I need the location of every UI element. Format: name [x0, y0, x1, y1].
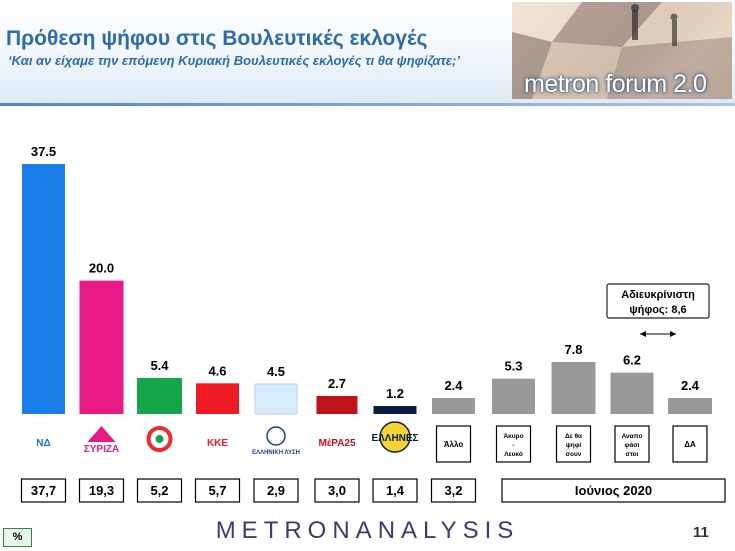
previous-value-box-0 — [20, 478, 67, 503]
ellines-logo-icon — [379, 421, 411, 453]
bar-value-label-5: 2.7 — [328, 376, 346, 391]
category-box-7 — [435, 425, 472, 463]
category-label-10-0: Αναπο — [622, 433, 643, 440]
annotation-line-0: Αδιευκρίνιστη — [621, 289, 695, 301]
previous-value-3: 5,7 — [208, 483, 226, 498]
previous-value-box-3 — [194, 478, 241, 503]
party-logo-6: ΕΛΛΗΝΕΣ — [371, 433, 418, 444]
annotation-arrow-right-icon — [670, 331, 676, 337]
annotation-arrow-left-icon — [640, 331, 646, 337]
elliniki-lysi-logo-icon — [266, 426, 286, 446]
category-box-9 — [555, 425, 592, 463]
previous-value-6: 1,4 — [386, 483, 405, 498]
previous-value-box-5 — [314, 478, 360, 503]
bar-1 — [79, 280, 124, 414]
page-title: Πρόθεση ψήφου στις Βουλευτικές εκλογές — [6, 27, 428, 50]
bar-8 — [492, 378, 535, 414]
bar-2 — [137, 378, 182, 414]
kinal-logo-center-icon — [155, 435, 164, 443]
bar-4 — [254, 383, 298, 415]
bar-value-label-11: 2.4 — [681, 378, 700, 393]
bar-value-label-8: 5.3 — [504, 359, 522, 374]
bar-6 — [373, 406, 417, 414]
previous-value-box-6 — [372, 478, 418, 503]
previous-value-box-2 — [136, 478, 183, 503]
category-label-9-1: ψηφί — [566, 442, 582, 449]
bar-value-label-4: 4.5 — [267, 364, 285, 379]
category-box-10 — [614, 425, 650, 463]
party-logo-5: ΜέΡΑ25 — [318, 438, 356, 449]
category-label-9-0: Δε θα — [565, 433, 582, 440]
party-logo-1: ΣΥΡΙΖΑ — [84, 444, 119, 455]
category-label-8-1: - — [512, 442, 514, 449]
annotation-box — [606, 283, 710, 319]
previous-value-box-4 — [253, 478, 299, 503]
category-label-11-0: ΔΑ — [684, 440, 696, 449]
bar-3 — [196, 383, 239, 414]
category-label-10-1: φάσι — [625, 442, 640, 449]
page-subtitle: ‘Και αν είχαμε την επόμενη Κυριακή Βουλε… — [8, 53, 460, 68]
previous-value-box-1 — [78, 478, 125, 503]
page-number: 11 — [693, 524, 709, 541]
syriza-flag-icon — [87, 426, 116, 442]
logo-photo-icon — [512, 2, 732, 99]
metron-forum-logo: metron forum 2.0 — [512, 2, 732, 99]
header-rule — [0, 103, 735, 106]
bar-value-label-0: 37.5 — [31, 144, 56, 159]
metron-analysis-logo: METRONANALYSIS — [215, 517, 520, 544]
bar-10 — [610, 372, 654, 414]
annotation-line-1: ψήφος: 8,6 — [629, 304, 686, 316]
previous-period-label: Ιούνιος 2020 — [575, 483, 652, 498]
bar-7 — [432, 398, 475, 414]
previous-value-1: 19,3 — [89, 483, 114, 498]
bar-0 — [22, 164, 65, 414]
bar-value-label-2: 5.4 — [150, 358, 169, 373]
previous-value-4: 2,9 — [267, 483, 285, 498]
bar-value-label-6: 1.2 — [386, 386, 404, 401]
bar-value-label-9: 7.8 — [564, 342, 582, 357]
previous-value-5: 3,0 — [328, 483, 346, 498]
bar-11 — [668, 398, 712, 414]
category-box-11 — [672, 425, 708, 463]
bar-value-label-1: 20.0 — [89, 261, 114, 276]
bar-value-label-3: 4.6 — [208, 363, 226, 378]
category-label-8-2: Λευκό — [504, 451, 523, 458]
logo-text: metron forum 2.0 — [524, 70, 707, 98]
bar-value-label-10: 6.2 — [623, 353, 641, 368]
party-logo-4: ΕΛΛΗΝΙΚΗ ΛΥΣΗ — [252, 450, 300, 456]
vote-intention-chart: 37.5 20.0 5.4 4.6 4.5 2.7 1.2 2.4 5.3 7.8 6.2 2.4 ΝΔ… — [20, 144, 726, 503]
category-label-8-0: Άκυρο — [503, 433, 523, 440]
previous-value-box-7 — [430, 478, 477, 503]
category-box-8 — [495, 425, 532, 463]
previous-value-7: 3,2 — [444, 483, 462, 498]
previous-value-2: 5,2 — [150, 483, 168, 498]
percent-badge: % — [3, 528, 32, 547]
party-logo-0: ΝΔ — [36, 438, 50, 449]
previous-value-0: 37,7 — [31, 483, 56, 498]
bar-5 — [316, 396, 358, 414]
bar-value-label-7: 2.4 — [444, 378, 463, 393]
previous-period-box — [501, 478, 726, 503]
category-label-7-0: Άλλο — [444, 440, 464, 449]
category-label-9-2: σουν — [566, 451, 582, 458]
category-label-10-2: στοι — [626, 451, 639, 458]
bar-9 — [551, 362, 596, 414]
party-logo-3: ΚΚΕ — [207, 438, 228, 449]
